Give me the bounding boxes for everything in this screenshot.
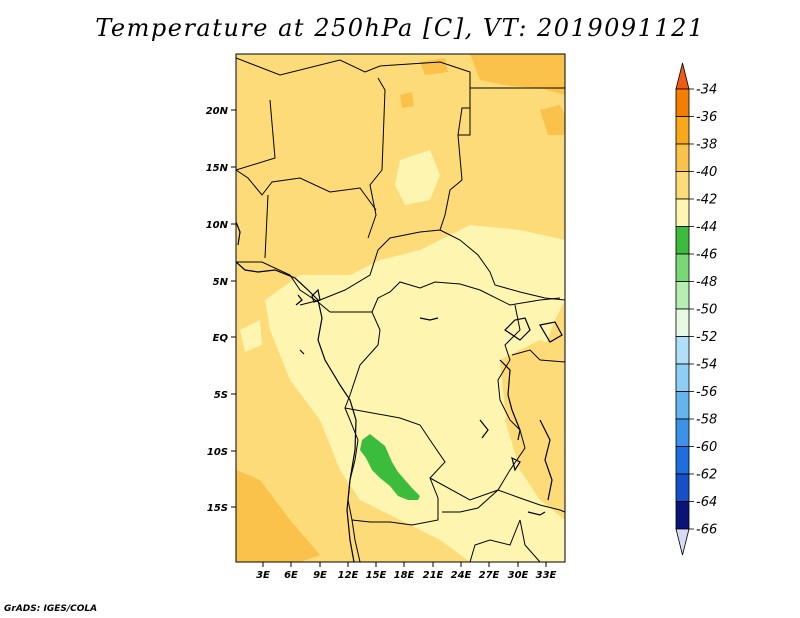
lon-label: 15E bbox=[366, 570, 387, 581]
lat-label: 20N bbox=[206, 106, 229, 117]
colorbar-label: -42 bbox=[696, 193, 717, 208]
colorbar-segment bbox=[675, 88, 690, 117]
lat-label: 5S bbox=[214, 390, 228, 401]
lon-label: 18E bbox=[394, 570, 415, 581]
colorbar-segment bbox=[675, 336, 690, 365]
map-frame bbox=[235, 53, 566, 563]
colorbar-bottom-arrow bbox=[675, 528, 690, 556]
lon-label: 30E bbox=[508, 570, 529, 581]
lon-label: 21E bbox=[423, 570, 444, 581]
lon-label: 27E bbox=[479, 570, 500, 581]
grads-credit: GrADS: IGES/COLA bbox=[4, 604, 98, 614]
lon-label: 6E bbox=[284, 570, 298, 581]
colorbar-segment bbox=[675, 281, 690, 310]
lon-label: 33E bbox=[536, 570, 557, 581]
colorbar: -34 -36 -38 -40 -42 -44 -46 -48 -50 -52 -54 -56 -58 -… bbox=[675, 62, 717, 556]
colorbar-label: -64 bbox=[696, 495, 717, 510]
latitude-axis: 20N 15N 10N 5N EQ 5S 10S 15S bbox=[206, 106, 236, 514]
colorbar-segment bbox=[675, 391, 690, 420]
colorbar-label: -52 bbox=[696, 330, 717, 345]
colorbar-segment bbox=[675, 363, 690, 392]
field-band-38-40 bbox=[236, 470, 320, 562]
lon-label: 3E bbox=[256, 570, 270, 581]
lat-label: 15N bbox=[206, 163, 229, 174]
colorbar-segment bbox=[675, 473, 690, 502]
colorbar-label: -54 bbox=[696, 358, 717, 373]
colorbar-label: -38 bbox=[696, 138, 717, 153]
field-band-38-40 bbox=[470, 54, 565, 95]
country-borders bbox=[236, 57, 565, 562]
colorbar-label: -56 bbox=[696, 385, 717, 400]
field-band-38-40 bbox=[400, 92, 414, 108]
colorbar-segment bbox=[675, 418, 690, 447]
lat-label: 5N bbox=[213, 277, 229, 288]
field-band-42-44 bbox=[240, 320, 262, 352]
colorbar-label: -60 bbox=[696, 440, 717, 455]
field-band-42-44 bbox=[265, 225, 565, 562]
colorbar-segment bbox=[675, 501, 690, 530]
colorbar-label: -58 bbox=[696, 413, 717, 428]
colorbar-label: -36 bbox=[696, 110, 717, 125]
colorbar-label: -62 bbox=[696, 468, 717, 483]
lon-label: 24E bbox=[451, 570, 472, 581]
colorbar-label: -66 bbox=[696, 523, 717, 538]
colorbar-label: -40 bbox=[696, 165, 717, 180]
coastlines bbox=[236, 221, 563, 562]
longitude-axis: 3E 6E 9E 12E 15E 18E 21E 24E 27E 30E 33E bbox=[256, 562, 557, 581]
field-band-42-44 bbox=[395, 150, 440, 205]
colorbar-segment bbox=[675, 446, 690, 475]
colorbar-label: -34 bbox=[696, 83, 717, 98]
colorbar-top-arrow bbox=[675, 62, 690, 90]
colorbar-label: -46 bbox=[696, 248, 717, 263]
lon-label: 9E bbox=[313, 570, 327, 581]
colorbar-segment bbox=[675, 226, 690, 255]
colorbar-segment bbox=[675, 143, 690, 172]
colorbar-segment bbox=[675, 198, 690, 227]
colorbar-segment bbox=[675, 308, 690, 337]
colorbar-label: -50 bbox=[696, 303, 717, 318]
lat-label: 15S bbox=[207, 503, 228, 514]
colorbar-segment bbox=[675, 171, 690, 200]
field-band-38-40 bbox=[540, 105, 565, 135]
temperature-field bbox=[236, 54, 565, 562]
field-band-44-46 bbox=[360, 434, 420, 500]
lon-label: 12E bbox=[338, 570, 359, 581]
colorbar-label: -48 bbox=[696, 275, 717, 290]
colorbar-segment bbox=[675, 253, 690, 282]
colorbar-label: -44 bbox=[696, 220, 717, 235]
lat-label: 10N bbox=[206, 220, 229, 231]
map-title: Temperature at 250hPa [C], VT: 201909112… bbox=[95, 14, 705, 42]
lat-label: EQ bbox=[213, 333, 229, 344]
lat-label: 10S bbox=[207, 447, 228, 458]
colorbar-segment bbox=[675, 116, 690, 145]
